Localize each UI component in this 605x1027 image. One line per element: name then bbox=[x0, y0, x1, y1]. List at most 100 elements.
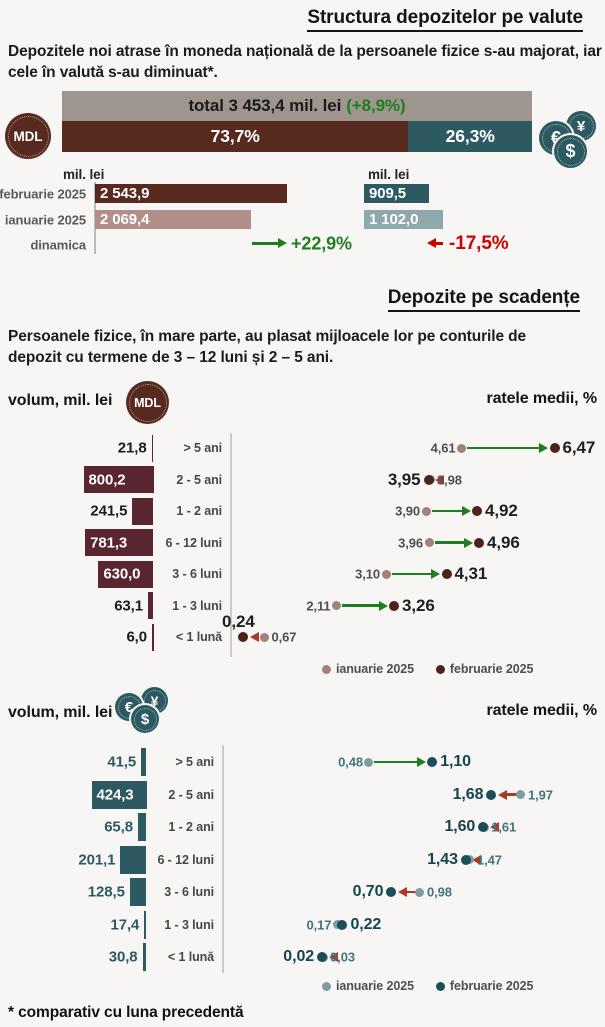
volume-value-label: 781,3 bbox=[90, 534, 128, 551]
segment-fx-share: 26,3% bbox=[408, 121, 532, 152]
footnote: * comparativ cu luna precedentă bbox=[8, 1004, 244, 1021]
volume-bar bbox=[129, 878, 147, 906]
rate-dot-februarie bbox=[549, 443, 560, 453]
rate-dot-ianuarie bbox=[424, 538, 434, 547]
rate-arrow bbox=[467, 446, 541, 450]
rate-dot-februarie bbox=[472, 506, 482, 516]
rate-arrow-head bbox=[416, 757, 426, 767]
rate-dot-februarie bbox=[337, 919, 348, 930]
rate-label-ianuarie: 4,61 bbox=[430, 440, 456, 456]
mdl-coin-icon: MDL bbox=[5, 113, 51, 159]
category-label: 2 - 5 ani bbox=[168, 787, 214, 802]
volume-bar bbox=[142, 943, 147, 971]
rate-label-februarie: 0,02 bbox=[283, 948, 315, 965]
rate-dot-februarie bbox=[441, 569, 452, 579]
rate-label-ianuarie: 0,98 bbox=[426, 884, 452, 900]
section-title-structure: Structura depozitelor pe valute bbox=[307, 7, 583, 32]
rate-label-februarie: 3,95 bbox=[387, 469, 421, 489]
rate-label-februarie: 1,10 bbox=[440, 753, 471, 770]
rate-arrow-head bbox=[461, 506, 471, 516]
mini-row-label-ianuarie: ianuarie 2025 bbox=[4, 212, 86, 228]
rate-arrow-head bbox=[463, 537, 473, 548]
category-label: 1 - 2 ani bbox=[176, 504, 222, 518]
rate-dot-februarie bbox=[238, 632, 248, 642]
rate-label-ianuarie: 3,90 bbox=[395, 503, 420, 519]
rate-arrow-head bbox=[249, 632, 259, 642]
rate-dot-ianuarie bbox=[425, 475, 435, 484]
volume-value-label: 630,0 bbox=[103, 565, 141, 583]
rate-arrow-head bbox=[397, 887, 407, 897]
fx-coins-icon: ¥ € $ bbox=[538, 110, 602, 170]
rate-label-ianuarie: 0,17 bbox=[306, 917, 332, 932]
rate-arrow bbox=[405, 890, 417, 894]
mini-bar-mdl-ianuarie: 2 069,4 bbox=[95, 210, 252, 229]
legend-dot-ianuarie-icon bbox=[322, 981, 331, 991]
rate-label-ianuarie: 0,03 bbox=[330, 949, 355, 965]
volume-value-label: 65,8 bbox=[104, 818, 133, 836]
category-label: 1 - 2 ani bbox=[168, 820, 214, 834]
total-change-badge: (+8,9%) bbox=[346, 96, 406, 115]
legend-mdl: ianuarie 2025 februarie 2025 bbox=[322, 662, 533, 676]
rate-dot-ianuarie bbox=[364, 757, 374, 767]
rate-arrow-head bbox=[539, 443, 548, 453]
volume-bar bbox=[120, 845, 147, 874]
rate-dot-februarie bbox=[486, 789, 497, 800]
rate-dot-ianuarie bbox=[465, 855, 475, 864]
rate-label-ianuarie: 1,61 bbox=[491, 819, 517, 835]
volume-bar bbox=[141, 748, 147, 776]
mini-bar-fx-februarie: 909,5 bbox=[364, 184, 430, 203]
dollar-coin-icon: $ bbox=[554, 135, 587, 168]
rate-dot-ianuarie bbox=[260, 632, 269, 642]
volume-value-label: 6,0 bbox=[126, 628, 147, 646]
legend-item-februarie: februarie 2025 bbox=[435, 662, 533, 676]
rate-label-ianuarie: 2,11 bbox=[306, 598, 331, 613]
category-label: < 1 lună bbox=[175, 630, 222, 644]
rate-label-ianuarie: 0,48 bbox=[338, 754, 363, 770]
rate-label-februarie: 1,60 bbox=[444, 818, 476, 835]
category-label: 6 - 12 luni bbox=[165, 535, 222, 550]
rate-dot-februarie bbox=[478, 822, 489, 832]
total-label: total 3 453,4 mil. lei bbox=[188, 96, 342, 115]
rate-arrow bbox=[391, 572, 433, 576]
volume-bar bbox=[147, 592, 154, 619]
volume-value-label: 63,1 bbox=[114, 597, 143, 614]
mini-row-label-februarie: februarie 2025 bbox=[0, 186, 86, 202]
dynamics-fx-value: -17,5% bbox=[449, 233, 509, 254]
mini-row-label-dinamica: dinamica bbox=[30, 237, 86, 253]
rate-dot-februarie bbox=[423, 474, 434, 485]
rate-dot-februarie bbox=[427, 757, 438, 767]
rate-arrow bbox=[431, 509, 464, 513]
volume-value-label: 41,5 bbox=[107, 753, 137, 771]
volume-value-label: 30,8 bbox=[108, 948, 138, 966]
segment-mdl-share: 73,7% bbox=[62, 121, 409, 152]
section-title-maturity: Depozite pe scadențe bbox=[387, 287, 580, 312]
volume-bar bbox=[91, 780, 147, 809]
mini-bar-mdl-februarie: 2 543,9 bbox=[95, 184, 287, 203]
rate-arrow bbox=[342, 604, 381, 607]
rate-dot-ianuarie bbox=[479, 822, 489, 832]
rate-label-ianuarie: 1,97 bbox=[527, 787, 553, 802]
rate-label-februarie: 4,31 bbox=[454, 564, 488, 583]
total-bar: total 3 453,4 mil. lei (+8,9%) bbox=[62, 91, 532, 121]
rate-dot-februarie bbox=[474, 537, 484, 548]
rate-label-februarie: 6,47 bbox=[562, 438, 596, 457]
intro-maturity: Persoanele fizice, în mare parte, au pla… bbox=[8, 328, 527, 366]
volume-value-label: 17,4 bbox=[110, 916, 140, 933]
chart-divider bbox=[230, 433, 232, 657]
volume-value-label: 241,5 bbox=[90, 502, 128, 520]
currency-split-bar: 73,7% 26,3% bbox=[62, 121, 532, 152]
rate-label-februarie: 0,70 bbox=[352, 883, 384, 900]
category-label: > 5 ani bbox=[183, 441, 222, 455]
volume-bar bbox=[137, 813, 147, 841]
rate-label-februarie: 0,24 bbox=[222, 612, 255, 631]
legend-item-ianuarie: ianuarie 2025 bbox=[322, 662, 414, 676]
volume-value-label: 424,3 bbox=[96, 786, 134, 803]
rate-label-ianuarie: 3,96 bbox=[398, 535, 423, 550]
rate-dot-ianuarie bbox=[457, 443, 466, 453]
rate-arrow-head bbox=[431, 569, 440, 579]
rate-dot-ianuarie bbox=[516, 790, 526, 799]
rate-dot-ianuarie bbox=[421, 506, 431, 516]
